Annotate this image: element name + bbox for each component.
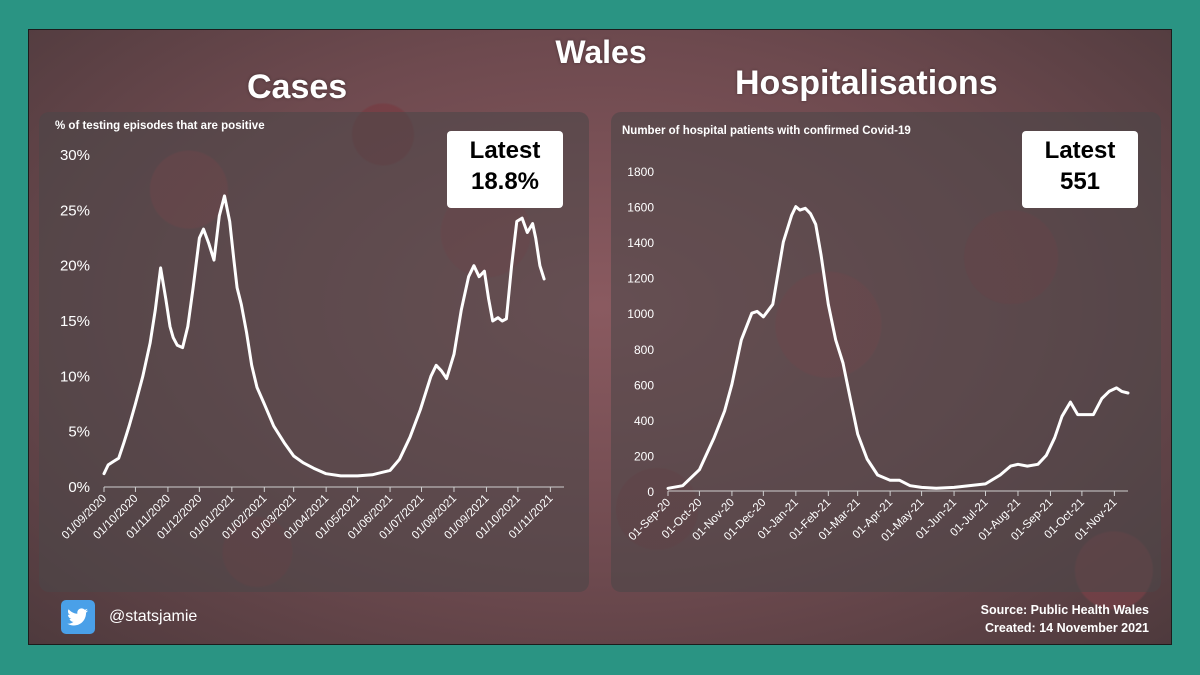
cases-latest-value: 18.8% (470, 168, 540, 195)
hosp-y-axis-label: Number of hospital patients with confirm… (622, 125, 911, 137)
hospitalisations-latest-value: 551 (1059, 168, 1101, 195)
hospitalisations-chart: Number of hospital patients with confirm… (622, 125, 1130, 544)
hosp-y-tick-label: 1800 (627, 165, 654, 179)
cases-y-axis-label: % of testing episodes that are positive (55, 120, 265, 132)
hospitalisations-latest-badge: Latest 551 (1022, 131, 1138, 208)
cases-y-tick-label: 5% (68, 424, 90, 441)
hosp-series-line (666, 205, 1130, 490)
hosp-y-tick-label: 600 (634, 378, 654, 392)
cases-latest-badge: Latest 18.8% (447, 131, 563, 208)
hosp-y-tick-label: 1400 (627, 236, 654, 250)
cases-latest-label: Latest (469, 137, 541, 164)
cases-y-tick-label: 15% (60, 313, 90, 330)
cases-y-tick-label: 25% (60, 202, 90, 219)
cases-chart: % of testing episodes that are positive 0… (55, 120, 564, 542)
twitter-handle[interactable]: @statsjamie (109, 608, 198, 625)
hosp-y-tick-label: 800 (634, 343, 654, 357)
hospitalisations-latest-label: Latest (1044, 137, 1116, 164)
hosp-y-tick-label: 1200 (627, 272, 654, 286)
hosp-y-tick-label: 0 (647, 485, 654, 499)
hosp-y-tick-label: 1000 (627, 307, 654, 321)
hosp-y-tick-label: 200 (634, 449, 654, 463)
cases-y-tick-label: 20% (60, 258, 90, 275)
hospitalisations-chart-panel: Number of hospital patients with confirm… (611, 112, 1161, 592)
cases-y-tick-label: 10% (60, 368, 90, 385)
twitter-bird-icon[interactable] (61, 600, 95, 634)
infographic-frame: Wales Cases Hospitalisations % of testin… (28, 29, 1172, 645)
hospitalisations-chart-title: Hospitalisations (735, 64, 998, 102)
hosp-y-tick-label: 1600 (627, 201, 654, 215)
page-title: Wales (555, 34, 647, 70)
cases-y-tick-label: 0% (68, 479, 90, 496)
source-note: Source: Public Health Wales (980, 603, 1149, 617)
cases-series-line (102, 194, 546, 478)
cases-y-tick-label: 30% (60, 147, 90, 164)
hosp-y-tick-label: 400 (634, 414, 654, 428)
created-date: Created: 14 November 2021 (985, 621, 1149, 635)
cases-chart-title: Cases (247, 68, 348, 106)
